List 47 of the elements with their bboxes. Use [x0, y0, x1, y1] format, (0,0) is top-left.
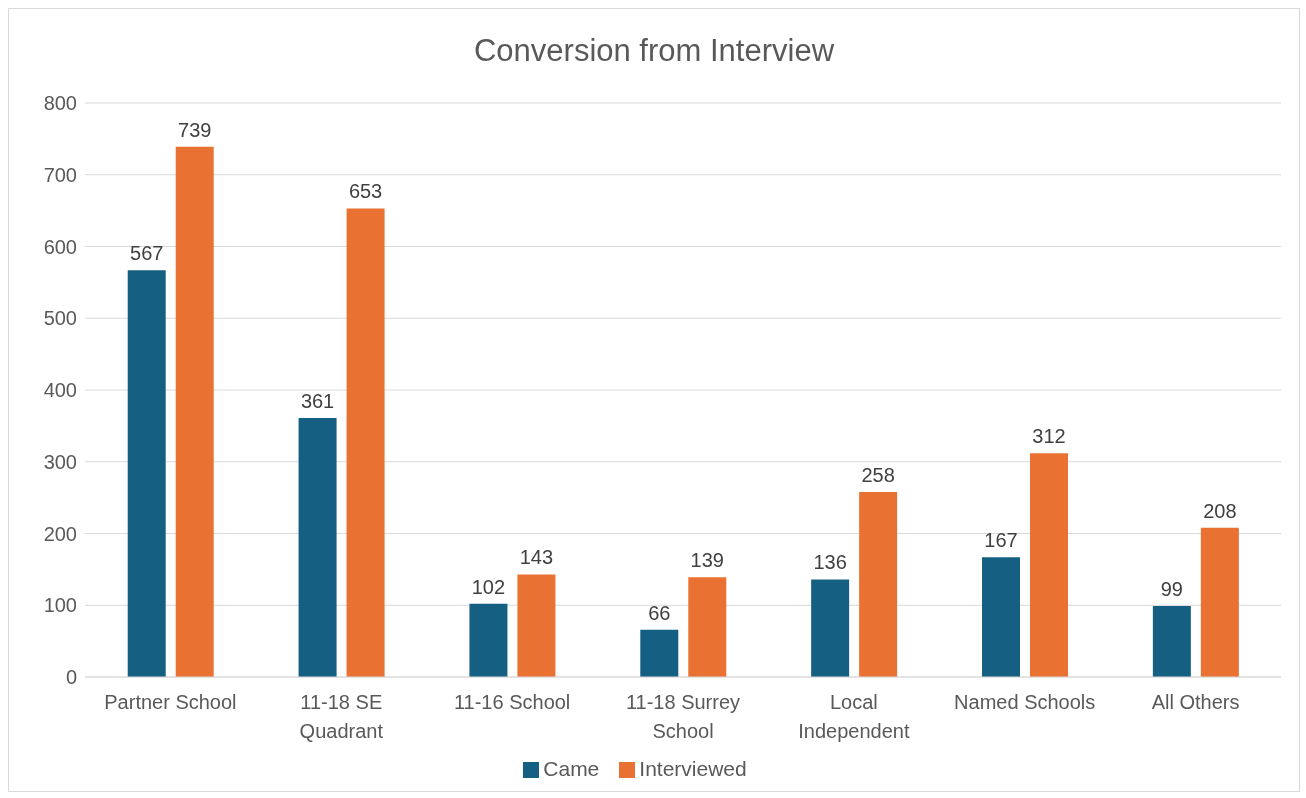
bar [688, 577, 727, 677]
x-tick-label: Named Schools [954, 691, 1096, 713]
bar [859, 491, 898, 677]
bar [1200, 527, 1239, 677]
y-tick-label: 600 [43, 235, 77, 258]
y-tick-label: 200 [43, 522, 77, 545]
bar [127, 270, 166, 677]
bar [811, 579, 850, 677]
data-label: 567 [130, 242, 164, 265]
data-label: 167 [984, 529, 1018, 552]
bar [982, 557, 1020, 677]
data-label: 139 [690, 549, 724, 572]
data-label: 208 [1203, 499, 1237, 522]
y-tick-label: 800 [43, 92, 77, 115]
legend-label: Came [543, 757, 600, 780]
data-label: 66 [648, 601, 671, 624]
data-label: 312 [1032, 425, 1066, 448]
bar [517, 574, 556, 677]
data-label: 653 [348, 180, 383, 203]
bar [298, 417, 337, 677]
bar [640, 629, 679, 677]
data-label: 143 [519, 546, 554, 569]
data-label: 361 [300, 389, 335, 412]
y-tick-label: 300 [43, 450, 77, 473]
y-tick-label: 100 [43, 594, 77, 617]
y-tick-label: 400 [43, 379, 77, 402]
x-tick-label: Local Independent [798, 691, 910, 742]
y-tick-label: 700 [43, 163, 77, 186]
data-label: 258 [861, 463, 895, 486]
bar [346, 208, 385, 677]
bar [469, 603, 508, 677]
bar [175, 146, 214, 677]
bar [1030, 453, 1068, 677]
data-label: 102 [471, 575, 506, 598]
legend-label: Interviewed [639, 757, 747, 780]
x-tick-label: Partner School [104, 691, 237, 713]
data-label: 99 [1160, 577, 1183, 600]
x-tick-label: 11-16 School [453, 691, 571, 713]
data-label: 136 [813, 551, 847, 574]
chart-title: Conversion from Interview [472, 33, 836, 69]
y-tick-label: 0 [65, 666, 77, 689]
x-tick-label: All Others [1151, 691, 1240, 713]
bar [1152, 605, 1191, 677]
x-tick-label: 11-18 SE Quadrant [299, 691, 384, 742]
data-label: 739 [178, 118, 212, 141]
x-tick-label: 11-18 Surrey School [625, 691, 741, 742]
y-tick-label: 500 [43, 307, 77, 330]
